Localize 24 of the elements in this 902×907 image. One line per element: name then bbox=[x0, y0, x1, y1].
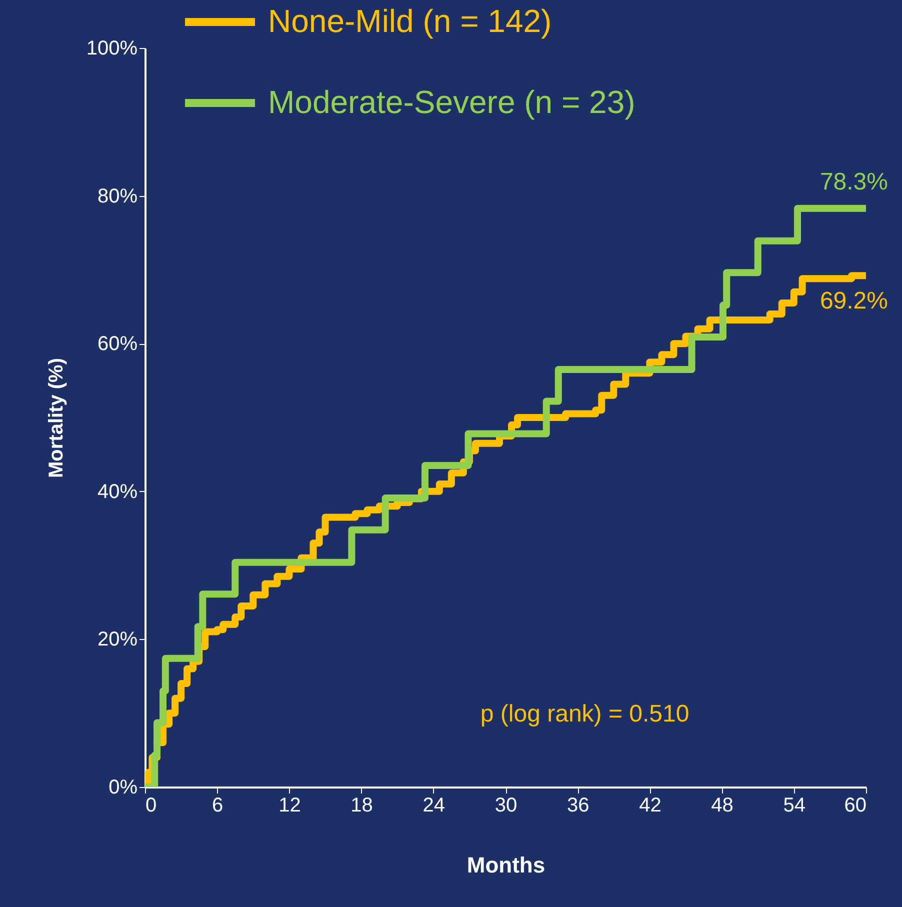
y-tick-label: 60% bbox=[97, 333, 138, 356]
x-tick-label: 42 bbox=[639, 794, 662, 816]
x-tick-label: 36 bbox=[566, 794, 590, 816]
x-tick-label: 30 bbox=[494, 794, 518, 816]
x-tick-label: 60 bbox=[844, 794, 866, 816]
x-tick-label: 48 bbox=[711, 794, 734, 816]
legend-label: None-Mild (n = 142) bbox=[268, 3, 552, 39]
x-axis-title: Months bbox=[466, 852, 546, 878]
x-tick-label: 54 bbox=[783, 794, 806, 816]
legend-label: Moderate-Severe (n = 23) bbox=[268, 84, 636, 120]
x-tick-label: 24 bbox=[422, 794, 446, 816]
x-tick-label: 12 bbox=[278, 794, 301, 816]
y-tick-label: 20% bbox=[97, 628, 138, 651]
annotation: 78.3% bbox=[820, 168, 888, 196]
x-tick-label: 18 bbox=[350, 794, 373, 816]
y-tick-label: 80% bbox=[97, 185, 138, 208]
y-tick-label: 100% bbox=[86, 38, 138, 60]
x-tick-label: 0 bbox=[146, 794, 157, 816]
annotation: 69.2% bbox=[820, 288, 888, 315]
y-tick-label: 0% bbox=[108, 776, 138, 798]
y-tick-label: 40% bbox=[97, 480, 138, 503]
y-axis-title: Mortality (%) bbox=[45, 358, 68, 478]
x-tick-label: 6 bbox=[212, 794, 224, 816]
annotation: p (log rank) = 0.510 bbox=[480, 700, 690, 728]
